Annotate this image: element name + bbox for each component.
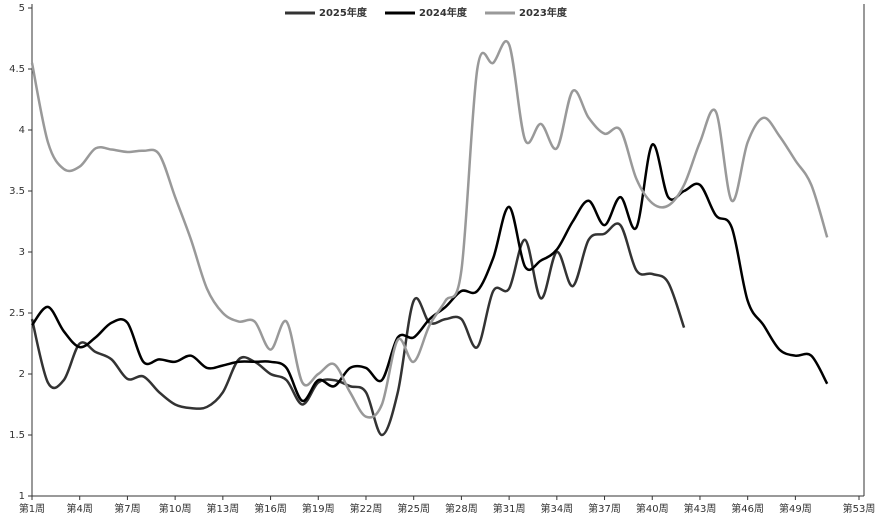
series-line [30, 143, 829, 403]
x-tick-label: 第1周 [19, 502, 45, 515]
y-tick-label: 3.5 [9, 186, 25, 197]
series-line [30, 222, 686, 437]
x-tick-label: 第16周 [254, 502, 287, 515]
x-tick-label: 第4周 [67, 502, 93, 515]
y-tick-label: 3 [19, 247, 25, 258]
x-tick-label: 第25周 [397, 502, 430, 515]
y-tick-label: 2 [19, 369, 25, 380]
x-tick-label: 第34周 [540, 502, 573, 515]
y-tick-label: 2.5 [9, 308, 25, 319]
x-tick-label: 第28周 [445, 502, 478, 515]
x-tick-label: 第49周 [779, 502, 812, 515]
legend-label: 2023年度 [519, 6, 568, 19]
x-tick-label: 第7周 [114, 502, 140, 515]
x-tick-label: 第46周 [731, 502, 764, 515]
series-line [30, 40, 829, 419]
x-tick-label: 第43周 [684, 502, 717, 515]
y-tick-label: 5 [19, 3, 25, 14]
x-tick-label: 第53周 [843, 502, 876, 515]
legend-label: 2025年度 [319, 6, 368, 19]
x-tick-label: 第40周 [636, 502, 669, 515]
y-tick-label: 1.5 [9, 430, 25, 441]
legend-label: 2024年度 [419, 6, 468, 19]
x-tick-label: 第10周 [159, 502, 192, 515]
y-tick-label: 4 [19, 125, 25, 136]
x-tick-label: 第13周 [206, 502, 239, 515]
x-tick-label: 第22周 [350, 502, 383, 515]
x-tick-label: 第19周 [302, 502, 335, 515]
y-tick-label: 1 [19, 491, 25, 502]
x-tick-label: 第37周 [588, 502, 621, 515]
x-tick-label: 第31周 [493, 502, 526, 515]
y-tick-label: 4.5 [9, 64, 25, 75]
